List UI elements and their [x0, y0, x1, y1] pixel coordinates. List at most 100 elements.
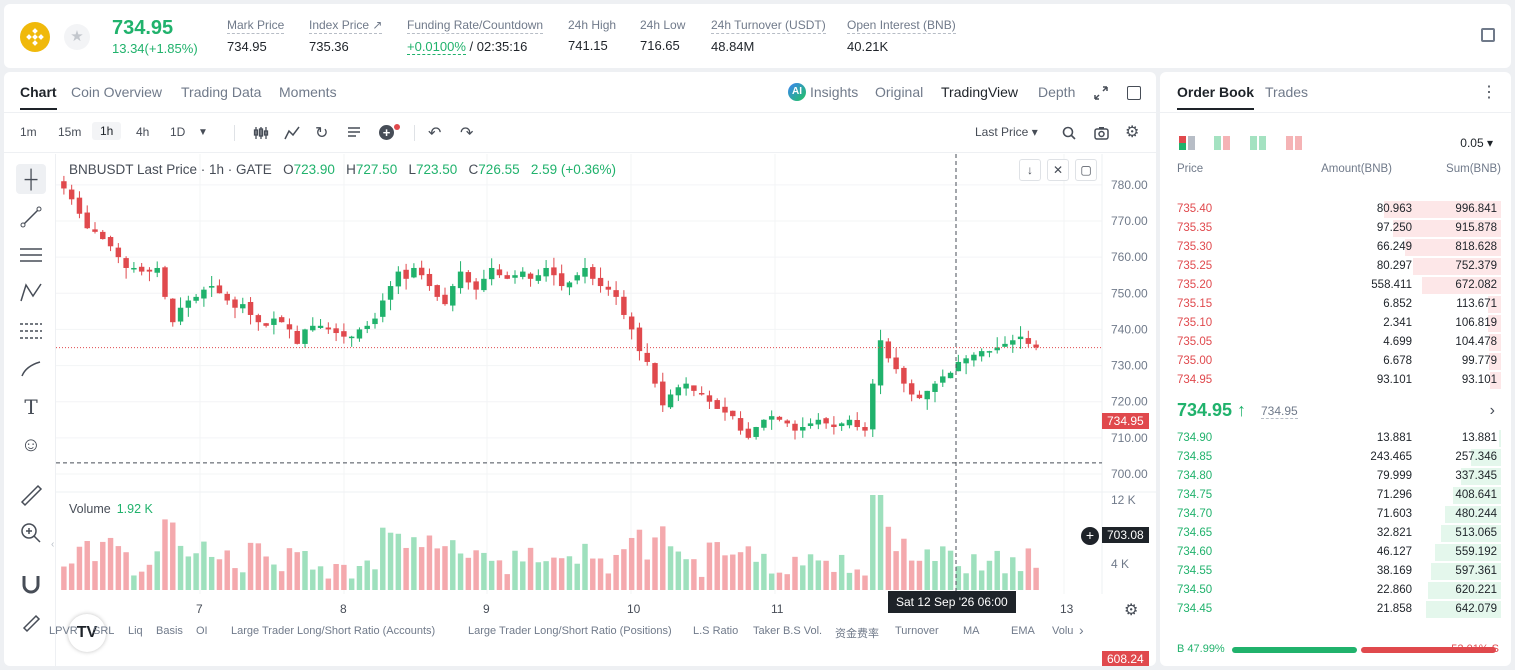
- redo-icon[interactable]: ↷: [460, 125, 474, 142]
- bid-row[interactable]: 734.85 243.465 257.346: [1160, 448, 1511, 467]
- emoji-icon[interactable]: ☺: [20, 434, 42, 456]
- favorite-star-icon[interactable]: ★: [64, 24, 90, 50]
- price-type-select[interactable]: Last Price ▾: [975, 125, 1038, 139]
- candlestick-type-icon[interactable]: [253, 126, 269, 140]
- ask-row[interactable]: 735.05 4.699 104.478: [1160, 333, 1511, 352]
- indicator-tab[interactable]: Liq: [128, 625, 143, 637]
- bid-row[interactable]: 734.55 38.169 597.361: [1160, 562, 1511, 581]
- view-original[interactable]: Original: [875, 84, 924, 100]
- chart-toolbar: 1m 15m 1h 4h 1D ▼ ↻ + ↶ ↷ Last Price ▾ ⚙: [4, 113, 1156, 153]
- tab-order-book[interactable]: Order Book: [1177, 84, 1255, 110]
- magnet-icon[interactable]: [16, 568, 46, 598]
- indicator-tab[interactable]: Basis: [156, 625, 183, 637]
- book-icon[interactable]: [1481, 28, 1495, 42]
- lock-drawing-icon[interactable]: [16, 606, 46, 636]
- indicator-tab[interactable]: L.S Ratio: [693, 625, 739, 637]
- ask-row[interactable]: 735.25 80.297 752.379: [1160, 257, 1511, 276]
- zoom-in-icon[interactable]: [16, 518, 46, 548]
- indicator-tab[interactable]: Large Trader Long/Short Ratio (Positions…: [468, 625, 672, 637]
- stat-index-price[interactable]: Index Price ↗ 735.36: [309, 18, 383, 54]
- price-chart[interactable]: 780.00 770.00 760.00 750.00 740.00 730.00 720.…: [51, 154, 1156, 666]
- indicator-tab[interactable]: Large Trader Long/Short Ratio (Accounts): [231, 625, 436, 637]
- axis-settings-icon[interactable]: ⚙: [1124, 602, 1139, 619]
- indicator-tab[interactable]: MA: [963, 625, 980, 637]
- add-alert-icon[interactable]: +: [1081, 527, 1099, 545]
- parallel-lines-icon[interactable]: [16, 240, 46, 270]
- ask-row[interactable]: 734.95 93.101 93.101: [1160, 371, 1511, 390]
- bid-row[interactable]: 734.80 79.999 337.345: [1160, 467, 1511, 486]
- bid-row[interactable]: 734.65 32.821 513.065: [1160, 524, 1511, 543]
- fib-retracement-icon[interactable]: [16, 316, 46, 346]
- candle-body: [893, 357, 899, 370]
- interval-1d[interactable]: 1D: [170, 125, 186, 139]
- ask-row[interactable]: 735.20 558.411 672.082: [1160, 276, 1511, 295]
- stat-funding-rate[interactable]: Funding Rate/Countdown +0.0100% / 02:35:…: [407, 18, 544, 55]
- chevron-right-icon[interactable]: ›: [1079, 622, 1084, 638]
- window-icon[interactable]: [1127, 86, 1141, 100]
- collapse-icon[interactable]: ✕: [1047, 159, 1069, 181]
- camera-icon[interactable]: [1094, 126, 1109, 140]
- mode-asks-icon[interactable]: [1286, 136, 1302, 150]
- ask-row[interactable]: 735.40 80.963 996.841: [1160, 200, 1511, 219]
- bid-row[interactable]: 734.75 71.296 408.641: [1160, 486, 1511, 505]
- bid-row[interactable]: 734.50 22.860 620.221: [1160, 581, 1511, 600]
- mode-bids-icon[interactable]: [1250, 136, 1266, 150]
- tab-trading-data[interactable]: Trading Data: [181, 84, 262, 100]
- view-depth[interactable]: Depth: [1038, 84, 1076, 100]
- bid-row[interactable]: 734.45 21.858 642.079: [1160, 600, 1511, 619]
- ask-row[interactable]: 735.15 6.852 113.671: [1160, 295, 1511, 314]
- bid-row[interactable]: 734.60 46.127 559.192: [1160, 543, 1511, 562]
- list-icon[interactable]: [347, 126, 361, 140]
- view-insights[interactable]: Insights: [810, 84, 859, 100]
- tab-trades[interactable]: Trades: [1265, 84, 1309, 100]
- expand-icon[interactable]: [1094, 86, 1108, 100]
- indicator-tab[interactable]: OI: [196, 625, 208, 637]
- bid-row[interactable]: 734.70 71.603 480.244: [1160, 505, 1511, 524]
- stat-24h-turnover[interactable]: 24h Turnover (USDT) 48.84M: [711, 18, 826, 54]
- crosshair-icon[interactable]: ┼: [16, 164, 46, 194]
- bid-row[interactable]: 734.90 13.881 13.881: [1160, 429, 1511, 448]
- view-tradingview[interactable]: TradingView: [941, 84, 1019, 100]
- interval-dropdown-icon[interactable]: ▼: [198, 127, 208, 138]
- indicator-tab[interactable]: Taker B.S Vol.: [753, 625, 823, 637]
- settings-gear-icon[interactable]: ⚙: [1125, 124, 1140, 141]
- ruler-icon[interactable]: [16, 480, 46, 510]
- interval-1m[interactable]: 1m: [20, 125, 37, 139]
- indicator-tab[interactable]: LPVR: [49, 625, 78, 637]
- indicators-icon[interactable]: [284, 126, 300, 140]
- tab-chart[interactable]: Chart: [20, 84, 57, 110]
- interval-1h[interactable]: 1h: [92, 122, 122, 140]
- scroll-down-icon[interactable]: ↓: [1019, 159, 1041, 181]
- tab-coin-overview[interactable]: Coin Overview: [71, 84, 163, 100]
- tab-moments[interactable]: Moments: [279, 84, 337, 100]
- stat-mark-price[interactable]: Mark Price 734.95: [227, 18, 285, 54]
- mode-split-icon[interactable]: [1214, 136, 1230, 150]
- maximize-icon[interactable]: ▢: [1075, 159, 1097, 181]
- ask-row[interactable]: 735.35 97.250 915.878: [1160, 219, 1511, 238]
- interval-4h[interactable]: 4h: [136, 125, 150, 139]
- indicator-tab[interactable]: 资金费率: [835, 628, 879, 640]
- collapse-panel-icon[interactable]: ‹: [51, 539, 55, 550]
- candlestick-chart[interactable]: 780.00 770.00 760.00 750.00 740.00 730.00 720.…: [56, 154, 1156, 624]
- pattern-icon[interactable]: [16, 278, 46, 308]
- brush-icon[interactable]: [16, 354, 46, 384]
- refresh-icon[interactable]: ↻: [315, 125, 329, 142]
- tick-size-select[interactable]: 0.05 ▾: [1460, 136, 1493, 150]
- add-indicator-icon[interactable]: +: [379, 125, 394, 140]
- interval-15m[interactable]: 15m: [58, 125, 82, 139]
- text-tool-icon[interactable]: T: [24, 395, 38, 419]
- ask-row[interactable]: 735.00 6.678 99.779: [1160, 352, 1511, 371]
- undo-icon[interactable]: ↶: [428, 125, 442, 142]
- more-options-icon[interactable]: ⋮: [1481, 84, 1497, 101]
- indicator-tab[interactable]: Volu: [1052, 625, 1074, 637]
- ask-row[interactable]: 735.10 2.341 106.819: [1160, 314, 1511, 333]
- indicator-tab[interactable]: EMA: [1011, 625, 1035, 637]
- stat-open-interest[interactable]: Open Interest (BNB) 40.21K: [847, 18, 956, 54]
- ask-row[interactable]: 735.30 66.249 818.628: [1160, 238, 1511, 257]
- chevron-right-icon[interactable]: ›: [1489, 402, 1495, 419]
- mode-both-icon[interactable]: [1179, 136, 1195, 150]
- trend-line-icon[interactable]: [16, 202, 46, 232]
- search-icon[interactable]: [1062, 126, 1076, 140]
- indicator-tab[interactable]: Turnover: [895, 625, 939, 637]
- indicator-tab[interactable]: SRL: [93, 625, 115, 637]
